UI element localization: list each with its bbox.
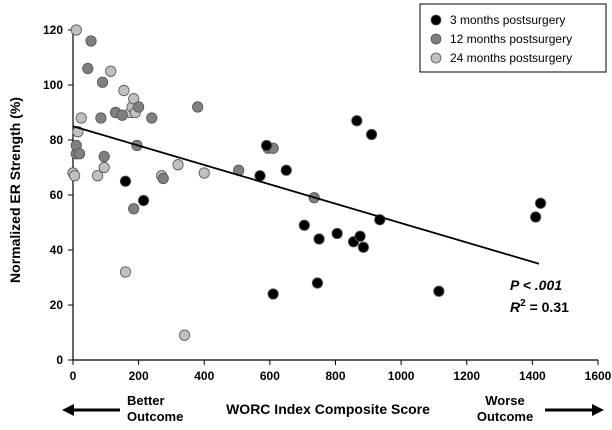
data-point [357, 241, 369, 253]
data-point [116, 109, 128, 121]
p-value-annotation: P < .001 [510, 277, 562, 293]
data-point [178, 329, 191, 341]
better-outcome-label: Better Outcome [62, 393, 183, 424]
data-point [70, 24, 82, 36]
data-point [98, 150, 110, 163]
y-tick-label: 100 [43, 78, 63, 92]
trend-line [72, 125, 540, 265]
better-outcome-line1: Better [127, 393, 165, 408]
data-point [85, 35, 97, 47]
legend-marker [430, 33, 442, 45]
y-tick-label: 80 [50, 133, 64, 147]
data-point [105, 65, 117, 77]
r-squared-value: = 0.31 [526, 299, 569, 315]
x-tick-label: 200 [129, 369, 149, 383]
data-point [137, 194, 150, 207]
legend-box [419, 3, 607, 73]
legend-marker [430, 14, 442, 26]
data-point [119, 266, 132, 278]
right-arrow-icon [592, 404, 604, 416]
worse-outcome-label: Worse Outcome [477, 393, 604, 424]
x-tick-label: 600 [260, 369, 280, 383]
data-point [98, 161, 110, 174]
data-point [75, 112, 87, 124]
data-point [146, 112, 158, 124]
data-point [267, 288, 279, 300]
y-tick-label: 60 [50, 188, 64, 202]
data-point [313, 233, 325, 245]
x-tick-label: 1400 [519, 369, 546, 383]
data-point [119, 175, 132, 187]
x-tick-label: 1000 [388, 369, 415, 383]
y-tick-label: 120 [43, 23, 63, 37]
worse-outcome-line2: Outcome [477, 409, 533, 424]
y-axis-title: Normalized ER Strength (%) [7, 97, 23, 283]
data-point [95, 112, 107, 124]
r-squared-symbol: R [510, 299, 521, 315]
x-tick-label: 1600 [585, 369, 612, 383]
data-point [133, 101, 145, 113]
data-point [311, 277, 324, 289]
data-point [260, 139, 273, 152]
legend: 3 months postsurgery 12 months postsurger… [419, 3, 607, 73]
data-point [157, 172, 169, 185]
data-point [69, 170, 81, 182]
data-point [172, 159, 184, 171]
data-point [118, 84, 130, 97]
x-tick-label: 800 [325, 369, 345, 383]
data-point [192, 101, 204, 113]
data-point [128, 203, 140, 215]
legend-label: 12 months postsurgery [450, 32, 572, 46]
data-point [530, 211, 542, 223]
x-axis-title: WORC Index Composite Score [226, 401, 430, 417]
better-outcome-line2: Outcome [127, 409, 183, 424]
worse-outcome-line1: Worse [485, 393, 525, 408]
data-point [96, 76, 109, 88]
data-point [128, 93, 140, 105]
y-tick-label: 0 [56, 353, 63, 367]
left-arrow-icon [62, 404, 74, 416]
data-point [354, 230, 366, 242]
r-squared-annotation: R2 = 0.31 [510, 298, 569, 315]
legend-marker [430, 52, 442, 64]
legend-label: 3 months postsurgery [450, 13, 565, 27]
data-point [92, 170, 104, 182]
data-point [298, 219, 310, 231]
data-point [331, 227, 343, 240]
data-point [534, 197, 547, 209]
data-point [280, 164, 292, 176]
r-squared-superscript: 2 [520, 298, 526, 309]
data-point [198, 167, 210, 179]
y-tick-label: 20 [50, 298, 64, 312]
data-point [254, 170, 266, 182]
data-point [82, 62, 94, 75]
x-tick-label: 1200 [453, 369, 480, 383]
data-point [365, 128, 378, 141]
data-point [73, 148, 86, 160]
x-tick-label: 0 [70, 369, 77, 383]
plot-area: 0 200 400 600 800 1000 1200 1400 1600 0 20 40 60 80 10… [43, 23, 612, 383]
y-tick-label: 40 [50, 243, 64, 257]
data-point [351, 115, 363, 127]
x-tick-label: 400 [194, 369, 214, 383]
data-point [433, 285, 445, 297]
legend-label: 24 months postsurgery [450, 51, 572, 65]
